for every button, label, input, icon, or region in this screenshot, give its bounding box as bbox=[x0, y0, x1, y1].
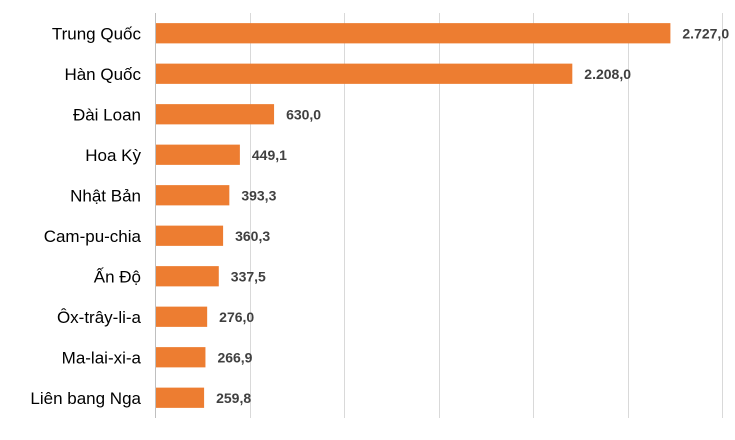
category-label: Cam-pu-chia bbox=[44, 227, 142, 246]
label-layer: Trung Quốc 2.727,0 Hàn Quốc 2.208,0 Đài Loan… bbox=[30, 24, 729, 408]
bar bbox=[156, 63, 573, 84]
category-label: Hoa Kỳ bbox=[85, 146, 141, 165]
bar bbox=[156, 185, 230, 206]
data-label: 337,5 bbox=[231, 268, 266, 284]
bar bbox=[156, 144, 240, 165]
data-label: 630,0 bbox=[286, 106, 321, 122]
data-label: 2.727,0 bbox=[682, 25, 729, 41]
data-label: 360,3 bbox=[235, 228, 270, 244]
bar bbox=[156, 347, 206, 368]
data-label: 2.208,0 bbox=[584, 66, 631, 82]
category-label: Ôx-trây-li-a bbox=[57, 308, 142, 327]
bar-layer bbox=[156, 23, 671, 408]
category-label: Ấn Độ bbox=[94, 267, 141, 286]
category-label: Ma-lai-xi-a bbox=[62, 348, 142, 367]
data-label: 276,0 bbox=[219, 309, 254, 325]
category-label: Liên bang Nga bbox=[30, 389, 141, 408]
category-label: Nhật Bản bbox=[70, 186, 141, 205]
data-label: 393,3 bbox=[241, 187, 276, 203]
bar bbox=[156, 266, 219, 287]
bar bbox=[156, 225, 224, 246]
data-label: 259,8 bbox=[216, 390, 251, 406]
category-label: Trung Quốc bbox=[52, 24, 142, 43]
bar bbox=[156, 306, 208, 327]
bar bbox=[156, 387, 205, 408]
bar bbox=[156, 104, 275, 125]
data-label: 449,1 bbox=[252, 147, 287, 163]
category-label: Hàn Quốc bbox=[64, 65, 141, 84]
category-label: Đài Loan bbox=[73, 105, 141, 124]
bar bbox=[156, 23, 671, 44]
data-label: 266,9 bbox=[217, 349, 252, 365]
